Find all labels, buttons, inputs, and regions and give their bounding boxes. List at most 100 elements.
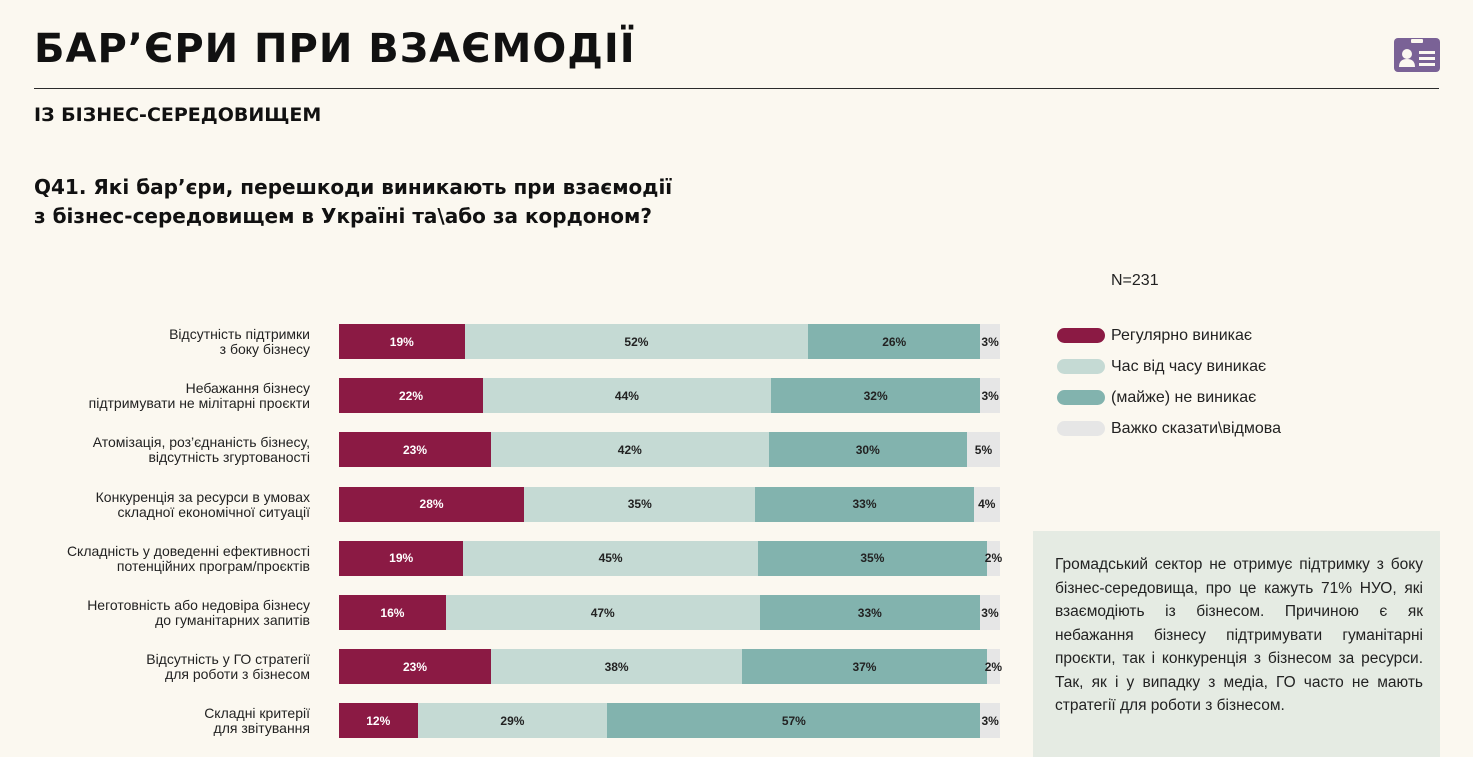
category-label-line: Складні критерії bbox=[204, 705, 310, 722]
bar-row: 12% 29% 57% 3% bbox=[339, 703, 1000, 739]
bar-segment-hard: 2% bbox=[984, 540, 1003, 576]
bar-segment-sometimes: 45% bbox=[463, 540, 758, 576]
category-label: Неготовність або недовіра бізнесу до гума… bbox=[0, 598, 310, 628]
bar-row: 19% 52% 26% 3% bbox=[339, 324, 1000, 359]
bar-segment-hard: 3% bbox=[979, 595, 1000, 630]
bar-value-label: 3% bbox=[981, 388, 999, 403]
bar-segment-regular: 16% bbox=[339, 595, 446, 630]
bar-segment-hard: 4% bbox=[973, 486, 1000, 522]
category-label-line: Небажання бізнесу bbox=[185, 380, 310, 397]
bar-value-label: 30% bbox=[855, 442, 880, 457]
category-label-line: Складність у доведенні ефективності bbox=[66, 542, 310, 559]
insight-note: Громадський сектор не отримує підтримку … bbox=[1033, 531, 1440, 757]
category-label-line: Відсутність підтримки bbox=[169, 326, 310, 342]
bar-segment-sometimes: 35% bbox=[524, 486, 756, 522]
legend-swatch bbox=[1057, 421, 1105, 436]
bar-value-label: 26% bbox=[882, 334, 907, 349]
category-label-line: з боку бізнесу bbox=[219, 341, 310, 357]
category-label-line: Неготовність або недовіра бізнесу bbox=[87, 597, 310, 613]
legend-label: Важко сказати\відмова bbox=[1111, 419, 1281, 437]
legend-label: Регулярно виникає bbox=[1111, 326, 1253, 344]
bar-value-label: 52% bbox=[624, 334, 649, 349]
bar-value-label: 42% bbox=[617, 442, 642, 457]
bar-value-label: 19% bbox=[389, 334, 414, 349]
bar-value-label: 19% bbox=[389, 551, 414, 566]
category-label: Відсутність підтримки з боку бізнесу bbox=[0, 327, 310, 357]
bar-row: 19% 45% 35% 2% bbox=[339, 540, 1003, 576]
bar-segment-hard: 5% bbox=[966, 432, 1000, 468]
bar-segment-sometimes: 44% bbox=[482, 378, 771, 414]
category-label-line: потенційних програм/проєктів bbox=[116, 557, 310, 574]
bar-segment-regular: 12% bbox=[339, 703, 418, 739]
bar-value-label: 38% bbox=[604, 659, 629, 674]
bar-value-label: 3% bbox=[981, 334, 999, 349]
bar-value-label: 28% bbox=[419, 497, 444, 512]
bar-segment-sometimes: 52% bbox=[464, 324, 809, 359]
bar-value-label: 3% bbox=[981, 605, 999, 620]
bar-value-label: 44% bbox=[614, 388, 639, 403]
category-label: Конкуренція за ресурси в умовах складної … bbox=[0, 488, 310, 520]
id-card-icon bbox=[1394, 38, 1440, 72]
bar-value-label: 22% bbox=[398, 388, 423, 403]
bar-segment-never: 30% bbox=[768, 432, 967, 468]
category-label-line: складної економічної ситуації bbox=[117, 503, 310, 520]
bar-segment-sometimes: 42% bbox=[491, 432, 769, 468]
bar-value-label: 23% bbox=[402, 659, 428, 674]
bar-value-label: 35% bbox=[627, 497, 652, 512]
bar-row: 28% 35% 33% 4% bbox=[339, 486, 1000, 522]
bar-segment-regular: 19% bbox=[339, 324, 465, 359]
bar-segment-never: 33% bbox=[759, 595, 980, 630]
category-label-line: до гуманітарних запитів bbox=[155, 612, 310, 628]
bar-value-label: 29% bbox=[500, 713, 525, 728]
bar-value-label: 32% bbox=[863, 388, 888, 403]
bar-segment-never: 33% bbox=[755, 486, 974, 522]
category-label: Небажання бізнесу підтримувати не мілітар… bbox=[0, 381, 310, 411]
bar-value-label: 33% bbox=[852, 497, 877, 512]
bar-value-label: 5% bbox=[974, 442, 993, 457]
bar-value-label: 57% bbox=[781, 713, 806, 728]
category-label: Складність у доведенні ефективності потен… bbox=[0, 542, 310, 574]
category-label: Відсутність у ГО стратегії для роботи з б… bbox=[0, 652, 310, 682]
category-label-line: Атомізація, роз’єднаність бізнесу, bbox=[92, 434, 310, 451]
bar-value-label: 3% bbox=[981, 713, 999, 728]
bar-value-label: 2% bbox=[984, 551, 1003, 566]
legend-item: Час від часу виникає bbox=[1057, 351, 1281, 382]
insight-note-text: Громадський сектор не отримує підтримку … bbox=[1055, 556, 1423, 714]
category-label: Атомізація, роз’єднаність бізнесу, відсут… bbox=[0, 435, 310, 465]
bar-value-label: 12% bbox=[366, 713, 391, 728]
bar-row: 22% 44% 32% 3% bbox=[339, 378, 1000, 414]
bar-value-label: 23% bbox=[402, 442, 428, 457]
bar-row: 23% 38% 37% 2% bbox=[339, 649, 1003, 685]
header-divider bbox=[34, 88, 1439, 89]
bar-segment-sometimes: 47% bbox=[445, 595, 760, 630]
bar-segment-hard: 2% bbox=[984, 649, 1003, 685]
bar-segment-never: 37% bbox=[742, 649, 987, 685]
category-label-line: Конкуренція за ресурси в умовах bbox=[95, 488, 310, 505]
bar-value-label: 45% bbox=[598, 551, 623, 566]
bar-segment-regular: 28% bbox=[339, 486, 525, 522]
bar-segment-sometimes: 29% bbox=[417, 703, 608, 739]
legend-swatch bbox=[1057, 328, 1105, 343]
legend-swatch bbox=[1057, 390, 1105, 405]
category-label: Складні критерії для звітування bbox=[0, 706, 310, 736]
bar-segment-never: 26% bbox=[808, 324, 981, 359]
bar-segment-hard: 3% bbox=[980, 703, 1000, 739]
question-line-1: Q41. Які бар’єри, перешкоди виникають пр… bbox=[34, 175, 673, 199]
bar-segment-never: 57% bbox=[607, 703, 981, 739]
category-label-line: Відсутність у ГО стратегії bbox=[146, 651, 310, 668]
bar-segment-never: 32% bbox=[770, 378, 981, 414]
bar-segment-regular: 23% bbox=[339, 649, 492, 685]
category-label-line: для роботи з бізнесом bbox=[165, 666, 310, 683]
bar-segment-regular: 19% bbox=[339, 540, 464, 576]
question-line-2: з бізнес-середовищем в Україні та\або за… bbox=[34, 204, 652, 228]
bar-value-label: 35% bbox=[860, 551, 885, 566]
legend-swatch bbox=[1057, 359, 1105, 374]
legend-label: Час від часу виникає bbox=[1111, 357, 1267, 375]
bar-row: 16% 47% 33% 3% bbox=[339, 595, 1000, 630]
legend-item: Регулярно виникає bbox=[1057, 320, 1281, 351]
bar-segment-regular: 22% bbox=[339, 378, 483, 414]
bar-value-label: 16% bbox=[380, 605, 405, 620]
legend-item: (майже) не виникає bbox=[1057, 382, 1281, 413]
bar-value-label: 2% bbox=[984, 659, 1003, 674]
legend-item: Важко сказати\відмова bbox=[1057, 413, 1281, 444]
